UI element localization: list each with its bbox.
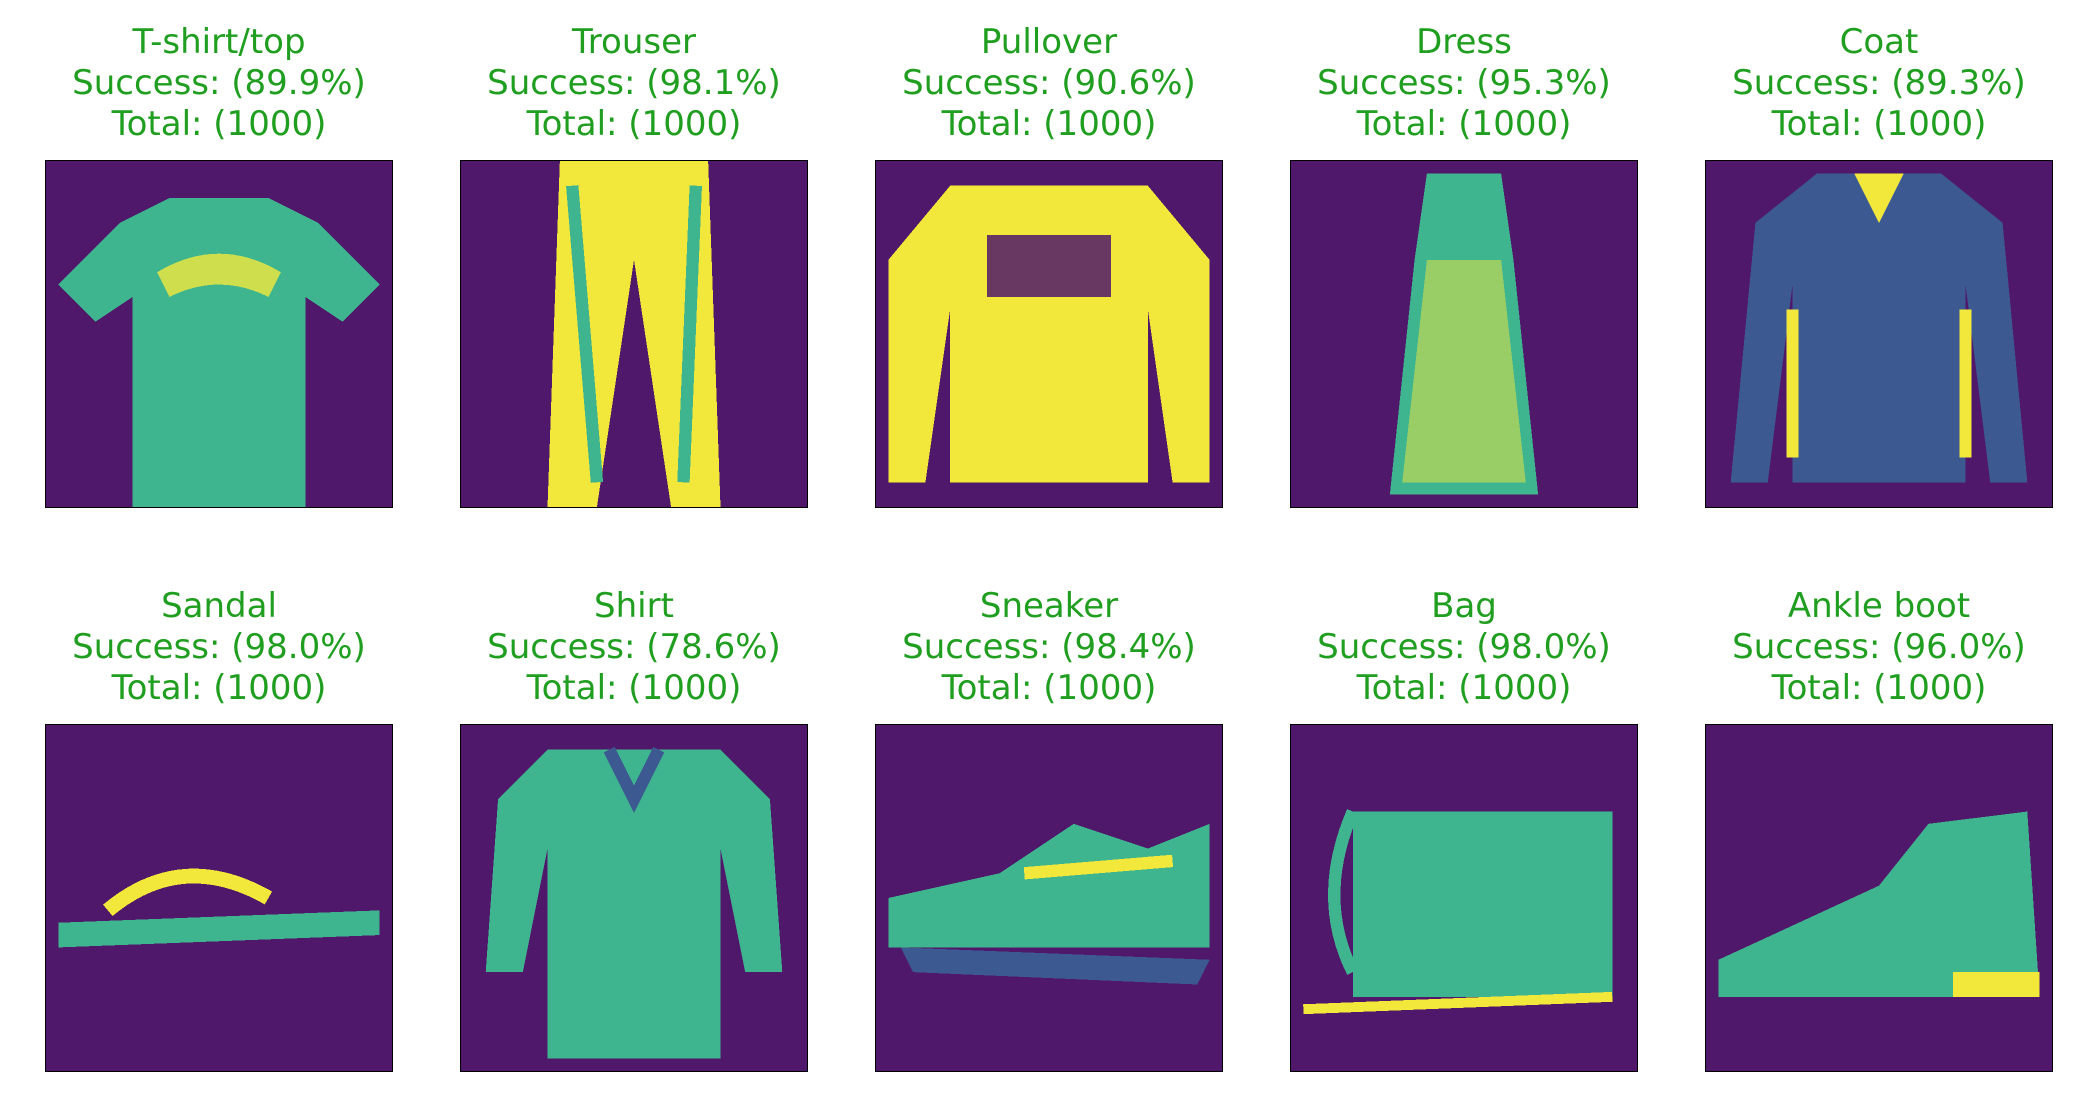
- class-name: Dress: [1416, 22, 1512, 62]
- success-rate: Success: (95.3%): [1317, 63, 1611, 103]
- sample-image-sandal: [45, 724, 393, 1072]
- sample-image-sneaker: [875, 724, 1223, 1072]
- class-name: T-shirt/top: [132, 22, 306, 62]
- class-name: Trouser: [572, 22, 696, 62]
- sample-image-trouser: [460, 160, 808, 508]
- class-name: Ankle boot: [1787, 586, 1971, 626]
- sample-image-coat: [1705, 160, 2053, 508]
- sample-image-dress: [1290, 160, 1638, 508]
- class-panel-sandal: Sandal Success: (98.0%) Total: (1000): [45, 586, 393, 1072]
- success-rate: Success: (90.6%): [902, 63, 1196, 103]
- sample-image-bag: [1290, 724, 1638, 1072]
- success-rate: Success: (98.0%): [1317, 627, 1611, 667]
- success-rate: Success: (98.1%): [487, 63, 781, 103]
- total-count: Total: (1000): [941, 104, 1157, 144]
- total-count: Total: (1000): [111, 104, 327, 144]
- sample-image-pullover: [875, 160, 1223, 508]
- class-panel-pullover: Pullover Success: (90.6%) Total: (1000): [875, 22, 1223, 508]
- class-name: Sneaker: [979, 586, 1119, 626]
- total-count: Total: (1000): [941, 668, 1157, 708]
- total-count: Total: (1000): [1356, 104, 1572, 144]
- total-count: Total: (1000): [1771, 668, 1987, 708]
- class-panel-trouser: Trouser Success: (98.1%) Total: (1000): [460, 22, 808, 508]
- class-panel-shirt: Shirt Success: (78.6%) Total: (1000): [460, 586, 808, 1072]
- class-panel-coat: Coat Success: (89.3%) Total: (1000): [1705, 22, 2053, 508]
- class-panel-tshirt: T-shirt/top Success: (89.9%) Total: (1000): [45, 22, 393, 508]
- class-panel-bag: Bag Success: (98.0%) Total: (1000): [1290, 586, 1638, 1072]
- success-rate: Success: (96.0%): [1732, 627, 2026, 667]
- class-name: Sandal: [161, 586, 277, 626]
- success-rate: Success: (89.3%): [1732, 63, 2026, 103]
- sample-image-shirt: [460, 724, 808, 1072]
- total-count: Total: (1000): [526, 104, 742, 144]
- success-rate: Success: (89.9%): [72, 63, 366, 103]
- total-count: Total: (1000): [1771, 104, 1987, 144]
- class-name: Pullover: [980, 22, 1118, 62]
- class-panel-sneaker: Sneaker Success: (98.4%) Total: (1000): [875, 586, 1223, 1072]
- class-name: Shirt: [594, 586, 674, 626]
- class-name: Bag: [1431, 586, 1497, 626]
- class-panel-dress: Dress Success: (95.3%) Total: (1000): [1290, 22, 1638, 508]
- sample-image-boot: [1705, 724, 2053, 1072]
- total-count: Total: (1000): [526, 668, 742, 708]
- class-name: Coat: [1839, 22, 1919, 62]
- total-count: Total: (1000): [111, 668, 327, 708]
- class-panel-boot: Ankle boot Success: (96.0%) Total: (1000): [1705, 586, 2053, 1072]
- success-rate: Success: (98.4%): [902, 627, 1196, 667]
- success-rate: Success: (98.0%): [72, 627, 366, 667]
- sample-image-tshirt: [45, 160, 393, 508]
- total-count: Total: (1000): [1356, 668, 1572, 708]
- success-rate: Success: (78.6%): [487, 627, 781, 667]
